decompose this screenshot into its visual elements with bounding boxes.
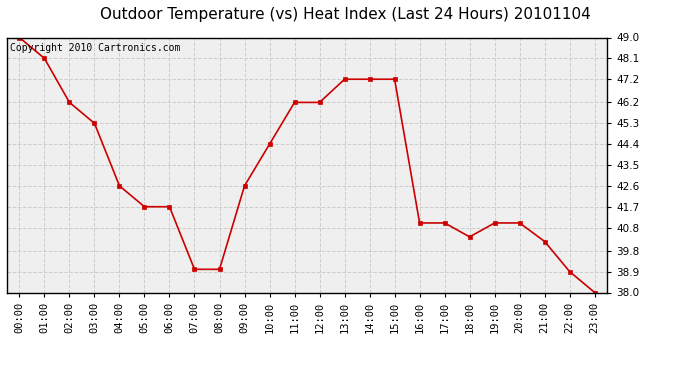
Text: Outdoor Temperature (vs) Heat Index (Last 24 Hours) 20101104: Outdoor Temperature (vs) Heat Index (Las… xyxy=(99,8,591,22)
Text: Copyright 2010 Cartronics.com: Copyright 2010 Cartronics.com xyxy=(10,43,180,52)
